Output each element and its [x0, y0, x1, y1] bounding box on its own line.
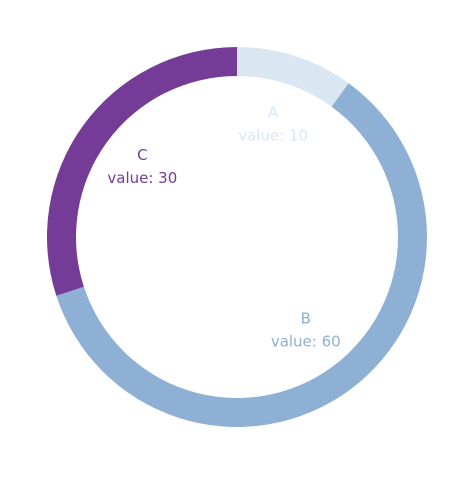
slice-value-label-c: value: 30 — [107, 169, 177, 187]
slices-group — [46, 47, 427, 427]
slice-label-c: C — [137, 146, 147, 164]
slice-label-a: A — [268, 104, 279, 122]
slice-a — [237, 47, 349, 107]
slice-value-label-a: value: 10 — [238, 127, 308, 145]
slice-value-label-b: value: 60 — [271, 333, 341, 351]
slice-label-b: B — [301, 310, 311, 328]
slice-c — [46, 47, 237, 296]
